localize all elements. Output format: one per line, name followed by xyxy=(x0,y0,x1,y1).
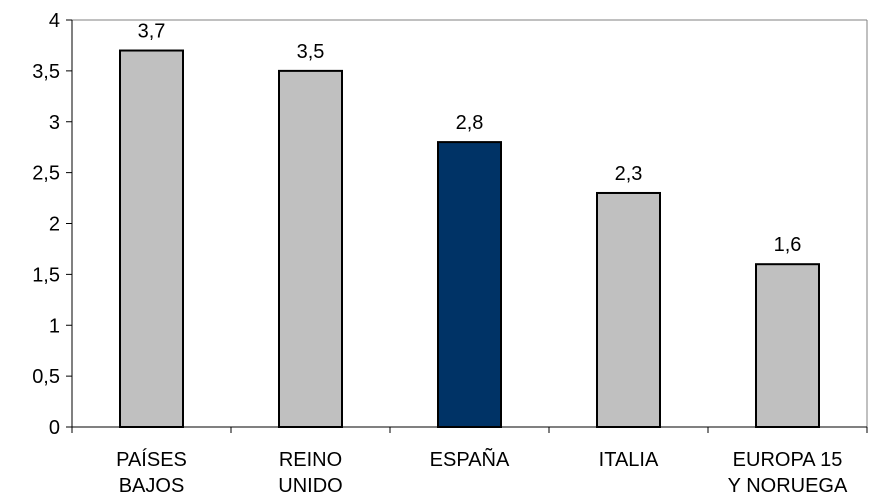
x-category-label-line: ESPAÑA xyxy=(430,447,510,471)
x-category-label: PAÍSES BAJOS xyxy=(116,448,187,497)
y-tick-label: 2,5 xyxy=(32,163,60,185)
data-label: 2,8 xyxy=(456,112,484,134)
bar xyxy=(755,263,820,429)
data-labels: 3,7 3,5 2,8 2,3 1,6 xyxy=(138,21,802,257)
x-category-label-line: ITALIA xyxy=(599,449,659,471)
bars xyxy=(119,49,820,429)
y-tick-label: 3 xyxy=(49,112,60,134)
y-tick-label: 2 xyxy=(49,214,60,236)
y-tick-label: 1 xyxy=(49,315,60,337)
y-tick-label: 0 xyxy=(49,417,60,439)
y-tick-label: 1,5 xyxy=(32,264,60,286)
y-tick-label: 4 xyxy=(49,10,60,32)
x-category-label: ESPAÑA xyxy=(430,447,510,471)
x-category-label: EUROPA 15 Y NORUEGA xyxy=(728,449,848,497)
plot-frame xyxy=(72,19,868,427)
x-category-label-line: Y NORUEGA xyxy=(728,475,848,497)
bar xyxy=(119,49,184,429)
y-tick-label: 0,5 xyxy=(32,366,60,388)
x-category-label-line: BAJOS xyxy=(119,475,185,497)
data-label: 3,7 xyxy=(138,21,166,43)
x-category-label-line: UNIDO xyxy=(278,475,342,497)
bar xyxy=(596,191,661,428)
y-axis: 0 0,5 1 1,5 2 2,5 3 3,5 4 xyxy=(32,10,73,439)
x-category-label: ITALIA xyxy=(599,449,659,471)
bar xyxy=(437,141,502,428)
x-category-label-line: PAÍSES xyxy=(116,448,187,471)
data-label: 2,3 xyxy=(615,163,643,185)
x-category-label-line: REINO xyxy=(279,449,342,471)
x-category-label-line: EUROPA 15 xyxy=(733,449,843,471)
bar xyxy=(278,69,343,428)
data-label: 3,5 xyxy=(297,41,325,63)
x-axis: PAÍSES BAJOS REINO UNIDO ESPAÑA ITALIA EUROPA … xyxy=(71,426,868,497)
x-category-label: REINO UNIDO xyxy=(278,449,342,497)
y-tick-label: 3,5 xyxy=(32,61,60,83)
data-label: 1,6 xyxy=(774,234,802,256)
